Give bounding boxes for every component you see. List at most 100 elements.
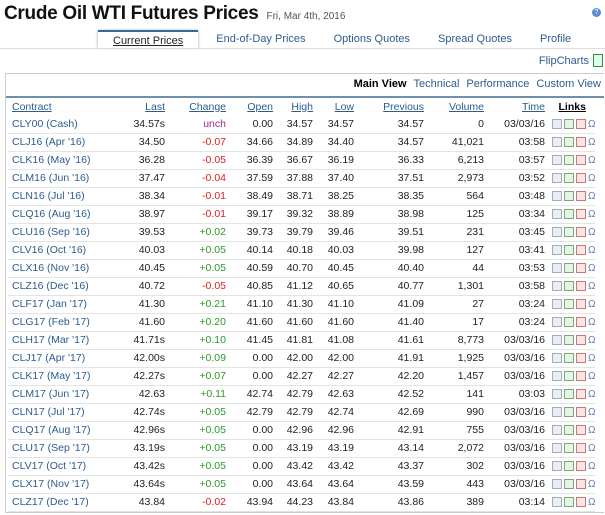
column-header-time[interactable]: Time xyxy=(522,100,545,113)
omega-icon[interactable]: Ω xyxy=(588,407,596,418)
contract-link[interactable]: CLY00 (Cash) xyxy=(8,115,122,134)
options-icon[interactable] xyxy=(576,263,586,274)
omega-icon[interactable]: Ω xyxy=(588,281,596,292)
omega-icon[interactable]: Ω xyxy=(588,317,596,328)
view-main[interactable]: Main View xyxy=(353,78,407,90)
column-header-change[interactable]: Change xyxy=(189,100,226,113)
tab-end-of-day-prices[interactable]: End-of-Day Prices xyxy=(216,33,306,45)
column-header-contract[interactable]: Contract xyxy=(12,100,52,113)
contract-link[interactable]: CLJ16 (Apr '16) xyxy=(8,133,122,152)
bar-chart-icon[interactable] xyxy=(552,353,562,364)
omega-icon[interactable]: Ω xyxy=(588,425,596,436)
line-chart-icon[interactable] xyxy=(564,209,574,220)
contract-link[interactable]: CLF17 (Jan '17) xyxy=(8,295,122,314)
contract-link[interactable]: CLZ16 (Dec '16) xyxy=(8,277,122,296)
bar-chart-icon[interactable] xyxy=(552,137,562,148)
omega-icon[interactable]: Ω xyxy=(588,371,596,382)
contract-link[interactable]: CLX16 (Nov '16) xyxy=(8,259,122,278)
flipcharts-icon[interactable] xyxy=(593,54,603,67)
omega-icon[interactable]: Ω xyxy=(588,263,596,274)
omega-icon[interactable]: Ω xyxy=(588,155,596,166)
bar-chart-icon[interactable] xyxy=(552,461,562,472)
bar-chart-icon[interactable] xyxy=(552,281,562,292)
bar-chart-icon[interactable] xyxy=(552,479,562,490)
contract-link[interactable]: CLV17 (Oct '17) xyxy=(8,457,122,476)
line-chart-icon[interactable] xyxy=(564,227,574,238)
bar-chart-icon[interactable] xyxy=(552,407,562,418)
line-chart-icon[interactable] xyxy=(564,407,574,418)
bar-chart-icon[interactable] xyxy=(552,263,562,274)
column-header-open[interactable]: Open xyxy=(247,100,273,113)
line-chart-icon[interactable] xyxy=(564,155,574,166)
options-icon[interactable] xyxy=(576,245,586,256)
omega-icon[interactable]: Ω xyxy=(588,497,596,508)
contract-link[interactable]: CLK17 (May '17) xyxy=(8,367,122,386)
line-chart-icon[interactable] xyxy=(564,389,574,400)
options-icon[interactable] xyxy=(576,118,586,129)
options-icon[interactable] xyxy=(576,173,586,184)
bar-chart-icon[interactable] xyxy=(552,155,562,166)
contract-link[interactable]: CLU17 (Sep '17) xyxy=(8,439,122,458)
line-chart-icon[interactable] xyxy=(564,371,574,382)
contract-link[interactable]: CLM16 (Jun '16) xyxy=(8,169,122,188)
omega-icon[interactable]: Ω xyxy=(588,479,596,490)
line-chart-icon[interactable] xyxy=(564,137,574,148)
omega-icon[interactable]: Ω xyxy=(588,245,596,256)
bar-chart-icon[interactable] xyxy=(552,173,562,184)
bar-chart-icon[interactable] xyxy=(552,317,562,328)
options-icon[interactable] xyxy=(576,155,586,166)
line-chart-icon[interactable] xyxy=(564,479,574,490)
options-icon[interactable] xyxy=(576,227,586,238)
bar-chart-icon[interactable] xyxy=(552,497,562,508)
bar-chart-icon[interactable] xyxy=(552,371,562,382)
view-technical[interactable]: Technical xyxy=(413,78,460,90)
help-icon[interactable]: ? xyxy=(592,8,601,17)
line-chart-icon[interactable] xyxy=(564,353,574,364)
contract-link[interactable]: CLV16 (Oct '16) xyxy=(8,241,122,260)
contract-link[interactable]: CLU16 (Sep '16) xyxy=(8,223,122,242)
line-chart-icon[interactable] xyxy=(564,425,574,436)
contract-link[interactable]: CLX17 (Nov '17) xyxy=(8,475,122,494)
options-icon[interactable] xyxy=(576,209,586,220)
line-chart-icon[interactable] xyxy=(564,191,574,202)
options-icon[interactable] xyxy=(576,137,586,148)
contract-link[interactable]: CLQ17 (Aug '17) xyxy=(8,421,122,440)
options-icon[interactable] xyxy=(576,335,586,346)
bar-chart-icon[interactable] xyxy=(552,191,562,202)
omega-icon[interactable]: Ω xyxy=(588,173,596,184)
view-custom[interactable]: Custom View xyxy=(536,78,601,90)
bar-chart-icon[interactable] xyxy=(552,443,562,454)
options-icon[interactable] xyxy=(576,425,586,436)
contract-link[interactable]: CLG17 (Feb '17) xyxy=(8,313,122,332)
bar-chart-icon[interactable] xyxy=(552,389,562,400)
omega-icon[interactable]: Ω xyxy=(588,137,596,148)
omega-icon[interactable]: Ω xyxy=(588,227,596,238)
contract-link[interactable]: CLM17 (Jun '17) xyxy=(8,385,122,404)
column-header-last[interactable]: Last xyxy=(145,100,165,113)
contract-link[interactable]: CLZ17 (Dec '17) xyxy=(8,493,122,512)
omega-icon[interactable]: Ω xyxy=(588,461,596,472)
options-icon[interactable] xyxy=(576,497,586,508)
options-icon[interactable] xyxy=(576,353,586,364)
tab-options-quotes[interactable]: Options Quotes xyxy=(333,33,410,45)
options-icon[interactable] xyxy=(576,407,586,418)
line-chart-icon[interactable] xyxy=(564,317,574,328)
omega-icon[interactable]: Ω xyxy=(588,389,596,400)
column-header-previous[interactable]: Previous xyxy=(383,100,424,113)
line-chart-icon[interactable] xyxy=(564,281,574,292)
line-chart-icon[interactable] xyxy=(564,497,574,508)
bar-chart-icon[interactable] xyxy=(552,227,562,238)
line-chart-icon[interactable] xyxy=(564,173,574,184)
options-icon[interactable] xyxy=(576,299,586,310)
options-icon[interactable] xyxy=(576,479,586,490)
tab-current-prices[interactable]: Current Prices xyxy=(98,30,199,48)
column-header-high[interactable]: High xyxy=(291,100,313,113)
options-icon[interactable] xyxy=(576,281,586,292)
contract-link[interactable]: CLQ16 (Aug '16) xyxy=(8,205,122,224)
omega-icon[interactable]: Ω xyxy=(588,191,596,202)
bar-chart-icon[interactable] xyxy=(552,118,562,129)
options-icon[interactable] xyxy=(576,371,586,382)
options-icon[interactable] xyxy=(576,317,586,328)
bar-chart-icon[interactable] xyxy=(552,335,562,346)
line-chart-icon[interactable] xyxy=(564,118,574,129)
